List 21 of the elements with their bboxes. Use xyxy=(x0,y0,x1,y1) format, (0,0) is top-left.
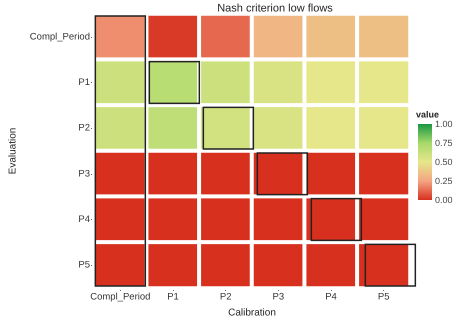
color-bar-label: 0.00 xyxy=(435,195,453,205)
color-bar-label: 0.75 xyxy=(435,138,453,148)
color-bar-label: 1.00 xyxy=(435,119,453,129)
y-axis-title: Evaluation xyxy=(8,128,18,174)
color-bar-label: 0.50 xyxy=(435,157,453,167)
y-tick-label: Compl_Period xyxy=(30,31,90,42)
color-bar-title: value xyxy=(416,110,440,120)
x-tick-label: P4 xyxy=(325,292,337,302)
x-tick-label: Compl_Period xyxy=(90,292,150,302)
x-tick-label: P3 xyxy=(272,292,284,302)
x-tick-label: P2 xyxy=(220,292,232,302)
x-tick-label: P1 xyxy=(167,292,179,302)
y-tick-label: P2 xyxy=(78,122,90,134)
chart-title: Nash criterion low flows xyxy=(217,2,334,14)
y-tick-label: P3 xyxy=(78,168,90,180)
y-tick-label: P1 xyxy=(78,77,90,88)
color-bar-label: 0.25 xyxy=(435,176,453,186)
x-axis-title: Calibration xyxy=(228,308,276,318)
y-tick-label: P5 xyxy=(78,260,90,271)
x-tick-label: P5 xyxy=(378,292,390,302)
y-tick-label: P4 xyxy=(78,214,90,225)
